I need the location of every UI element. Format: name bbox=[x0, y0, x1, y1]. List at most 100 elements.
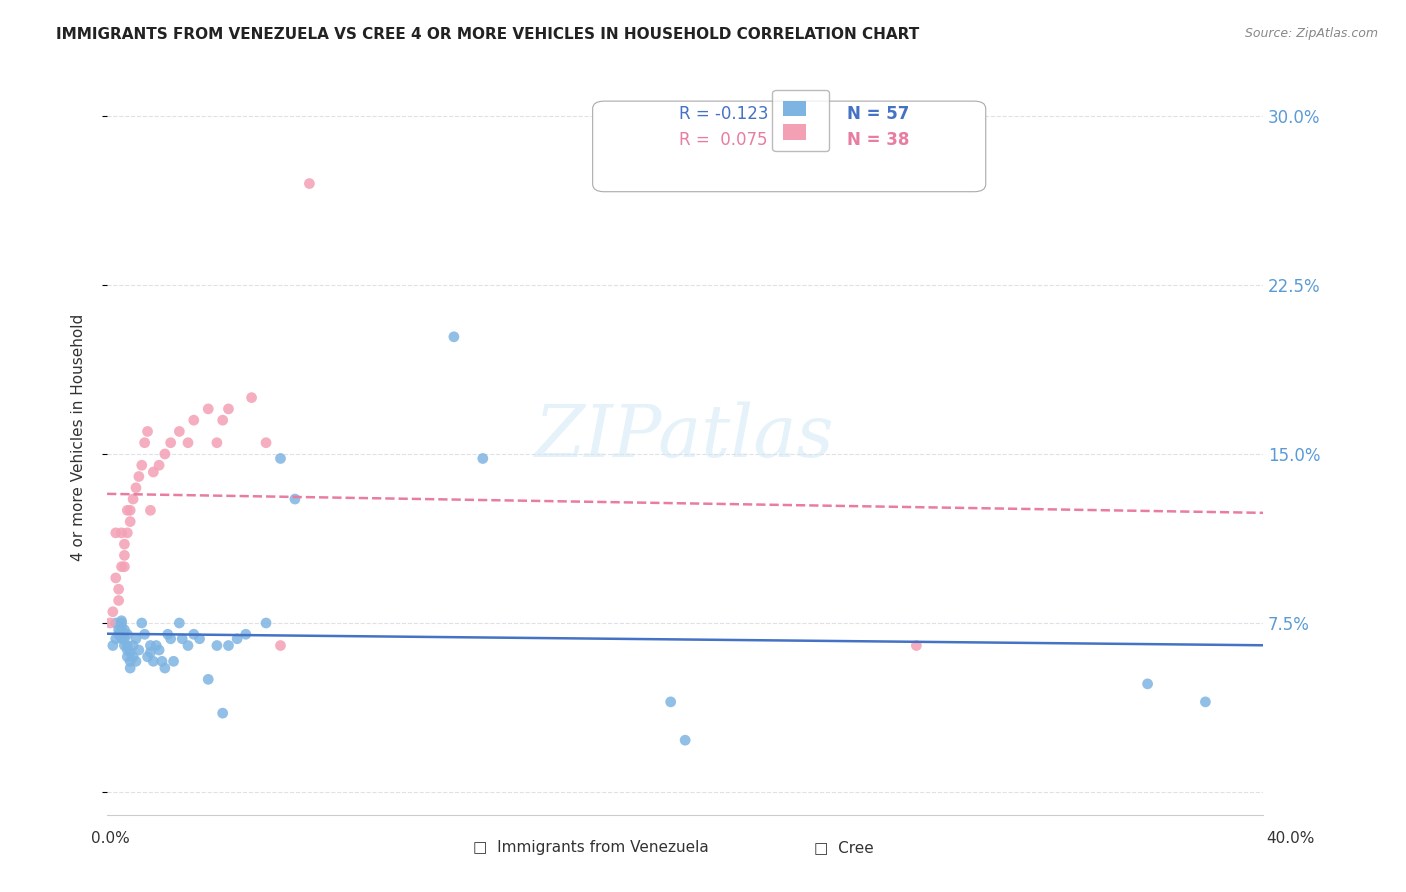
Point bbox=[217, 639, 239, 653]
Point bbox=[1194, 695, 1216, 709]
Point bbox=[162, 654, 184, 668]
Point bbox=[298, 177, 321, 191]
Point bbox=[104, 632, 127, 646]
Point bbox=[284, 491, 307, 506]
Point bbox=[136, 425, 159, 439]
Point bbox=[117, 503, 139, 517]
Point bbox=[205, 639, 228, 653]
Text: □  Cree: □ Cree bbox=[814, 840, 873, 855]
Point bbox=[197, 673, 219, 687]
Point bbox=[153, 661, 176, 675]
Point bbox=[112, 632, 135, 646]
Point bbox=[156, 627, 179, 641]
Point bbox=[112, 639, 135, 653]
Point bbox=[183, 413, 205, 427]
Text: ZIPatlas: ZIPatlas bbox=[536, 401, 835, 473]
Legend: , : , bbox=[772, 90, 830, 151]
Point bbox=[131, 458, 153, 473]
Point bbox=[145, 639, 167, 653]
Point bbox=[117, 649, 139, 664]
Point bbox=[136, 649, 159, 664]
Point bbox=[117, 525, 139, 540]
Point bbox=[110, 525, 132, 540]
Point bbox=[172, 632, 194, 646]
Point bbox=[139, 645, 162, 659]
Point bbox=[1136, 677, 1159, 691]
Point bbox=[104, 525, 127, 540]
Text: R = -0.123: R = -0.123 bbox=[679, 105, 769, 123]
Point bbox=[117, 643, 139, 657]
Point bbox=[112, 549, 135, 563]
Point bbox=[159, 632, 181, 646]
Point bbox=[188, 632, 211, 646]
Point bbox=[128, 643, 150, 657]
Y-axis label: 4 or more Vehicles in Household: 4 or more Vehicles in Household bbox=[72, 313, 86, 561]
Point bbox=[142, 654, 165, 668]
Text: N = 57: N = 57 bbox=[846, 105, 910, 123]
Point bbox=[134, 435, 156, 450]
Point bbox=[104, 571, 127, 585]
Point bbox=[217, 401, 239, 416]
Point bbox=[112, 623, 135, 637]
Point bbox=[120, 503, 142, 517]
Point bbox=[120, 515, 142, 529]
Point bbox=[110, 620, 132, 634]
Point bbox=[177, 435, 200, 450]
Point bbox=[205, 435, 228, 450]
Point bbox=[269, 451, 291, 466]
Point bbox=[211, 706, 233, 720]
Point bbox=[98, 615, 121, 630]
Point bbox=[122, 491, 145, 506]
Text: □  Immigrants from Venezuela: □ Immigrants from Venezuela bbox=[472, 840, 709, 855]
Point bbox=[443, 330, 465, 344]
Point bbox=[148, 458, 170, 473]
Point bbox=[101, 605, 124, 619]
Point bbox=[110, 615, 132, 630]
Point bbox=[122, 649, 145, 664]
Point bbox=[150, 654, 173, 668]
Point bbox=[101, 639, 124, 653]
Point bbox=[226, 632, 249, 646]
Point bbox=[142, 465, 165, 479]
Point bbox=[139, 503, 162, 517]
Point bbox=[117, 627, 139, 641]
Point bbox=[122, 639, 145, 653]
Point bbox=[177, 639, 200, 653]
Point bbox=[128, 469, 150, 483]
Point bbox=[107, 627, 129, 641]
Text: N = 38: N = 38 bbox=[846, 131, 910, 149]
Text: R =  0.075: R = 0.075 bbox=[679, 131, 768, 149]
Point bbox=[107, 593, 129, 607]
Point bbox=[125, 632, 148, 646]
Point bbox=[104, 615, 127, 630]
Text: Source: ZipAtlas.com: Source: ZipAtlas.com bbox=[1244, 27, 1378, 40]
Point bbox=[107, 623, 129, 637]
Point bbox=[125, 481, 148, 495]
Point bbox=[197, 401, 219, 416]
Point bbox=[117, 639, 139, 653]
Point bbox=[254, 615, 277, 630]
Point bbox=[120, 661, 142, 675]
Point bbox=[471, 451, 494, 466]
Point bbox=[254, 435, 277, 450]
Point bbox=[148, 643, 170, 657]
Text: 40.0%: 40.0% bbox=[1267, 831, 1315, 846]
Point bbox=[659, 695, 682, 709]
Point bbox=[673, 733, 696, 747]
Point bbox=[269, 639, 291, 653]
Point bbox=[125, 654, 148, 668]
Point bbox=[240, 391, 263, 405]
Point bbox=[905, 639, 928, 653]
Text: 0.0%: 0.0% bbox=[91, 831, 131, 846]
Point bbox=[169, 425, 191, 439]
Point bbox=[153, 447, 176, 461]
Point bbox=[120, 654, 142, 668]
Point bbox=[110, 559, 132, 574]
Point bbox=[131, 615, 153, 630]
Point bbox=[112, 559, 135, 574]
Point bbox=[110, 632, 132, 646]
FancyBboxPatch shape bbox=[593, 101, 986, 192]
Point bbox=[110, 614, 132, 628]
Point bbox=[139, 639, 162, 653]
Point bbox=[211, 413, 233, 427]
